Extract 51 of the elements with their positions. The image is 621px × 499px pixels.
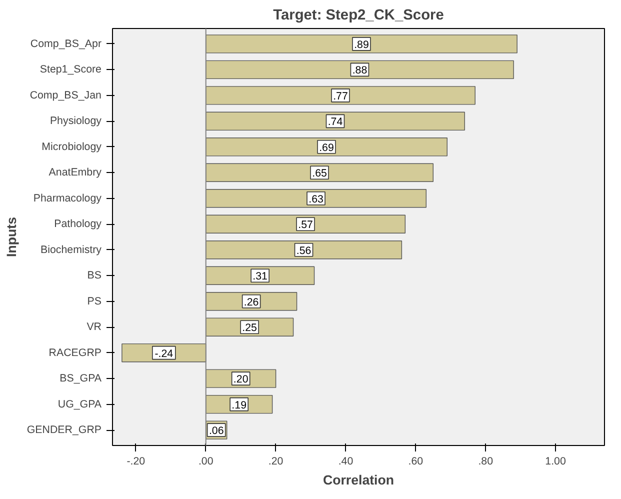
- data-label: .20: [233, 374, 248, 386]
- data-label: .57: [298, 219, 314, 232]
- chart-title: Target: Step2_CK_Score: [273, 8, 444, 24]
- x-axis-title: Correlation: [322, 472, 394, 488]
- bar: [206, 34, 518, 54]
- data-label: .56: [296, 244, 312, 257]
- bar: [206, 112, 465, 131]
- data-label: -.24: [154, 348, 174, 360]
- data-label: .89: [354, 38, 369, 51]
- y-tick-label: Step1_Score: [40, 64, 102, 76]
- x-tick-label: .40: [338, 456, 354, 468]
- x-tick-label: .00: [198, 456, 214, 468]
- bar: [206, 240, 402, 260]
- y-tick-label: AnatEmbry: [48, 166, 102, 179]
- x-tick-label: -.20: [126, 456, 146, 468]
- bar: [206, 138, 448, 156]
- y-tick-label: Physiology: [50, 115, 102, 128]
- y-tick-label: BS: [87, 270, 102, 282]
- y-tick-label: Biochemistry: [40, 244, 102, 256]
- bar: [206, 189, 427, 208]
- y-tick-label: PS: [87, 295, 102, 308]
- y-tick-label: UG_GPA: [58, 398, 102, 410]
- data-label: .25: [242, 322, 258, 334]
- data-label: .26: [244, 296, 259, 308]
- bar: [206, 214, 406, 234]
- bar: [206, 60, 514, 80]
- y-tick-label: Pathology: [54, 218, 102, 230]
- y-tick-label: BS_GPA: [60, 372, 102, 385]
- y-tick-label: Pharmacology: [33, 192, 102, 204]
- data-label: .19: [232, 399, 247, 412]
- y-tick-label: Comp_BS_Apr: [30, 38, 102, 50]
- y-axis-title: Inputs: [4, 217, 19, 257]
- x-tick-label: 1.00: [545, 456, 566, 468]
- bar: [206, 86, 476, 105]
- data-label: .31: [252, 270, 268, 283]
- y-tick-label: RACEGRP: [48, 346, 102, 359]
- bar: [206, 163, 434, 182]
- data-label: .06: [208, 425, 224, 438]
- y-tick-label: Microbiology: [42, 140, 102, 153]
- y-tick-label: VR: [86, 321, 102, 334]
- x-tick-label: .20: [268, 456, 284, 468]
- x-tick-label: .60: [408, 456, 424, 468]
- x-tick-label: .80: [478, 456, 494, 468]
- y-tick-label: Comp_BS_Jan: [30, 89, 102, 102]
- data-label: .77: [333, 90, 348, 102]
- y-tick-label: GENDER_GRP: [26, 424, 102, 436]
- data-label: .74: [328, 116, 343, 128]
- data-label: .63: [308, 193, 324, 206]
- data-label: .65: [312, 168, 327, 180]
- data-label: .88: [352, 64, 368, 77]
- data-label: .69: [319, 142, 334, 154]
